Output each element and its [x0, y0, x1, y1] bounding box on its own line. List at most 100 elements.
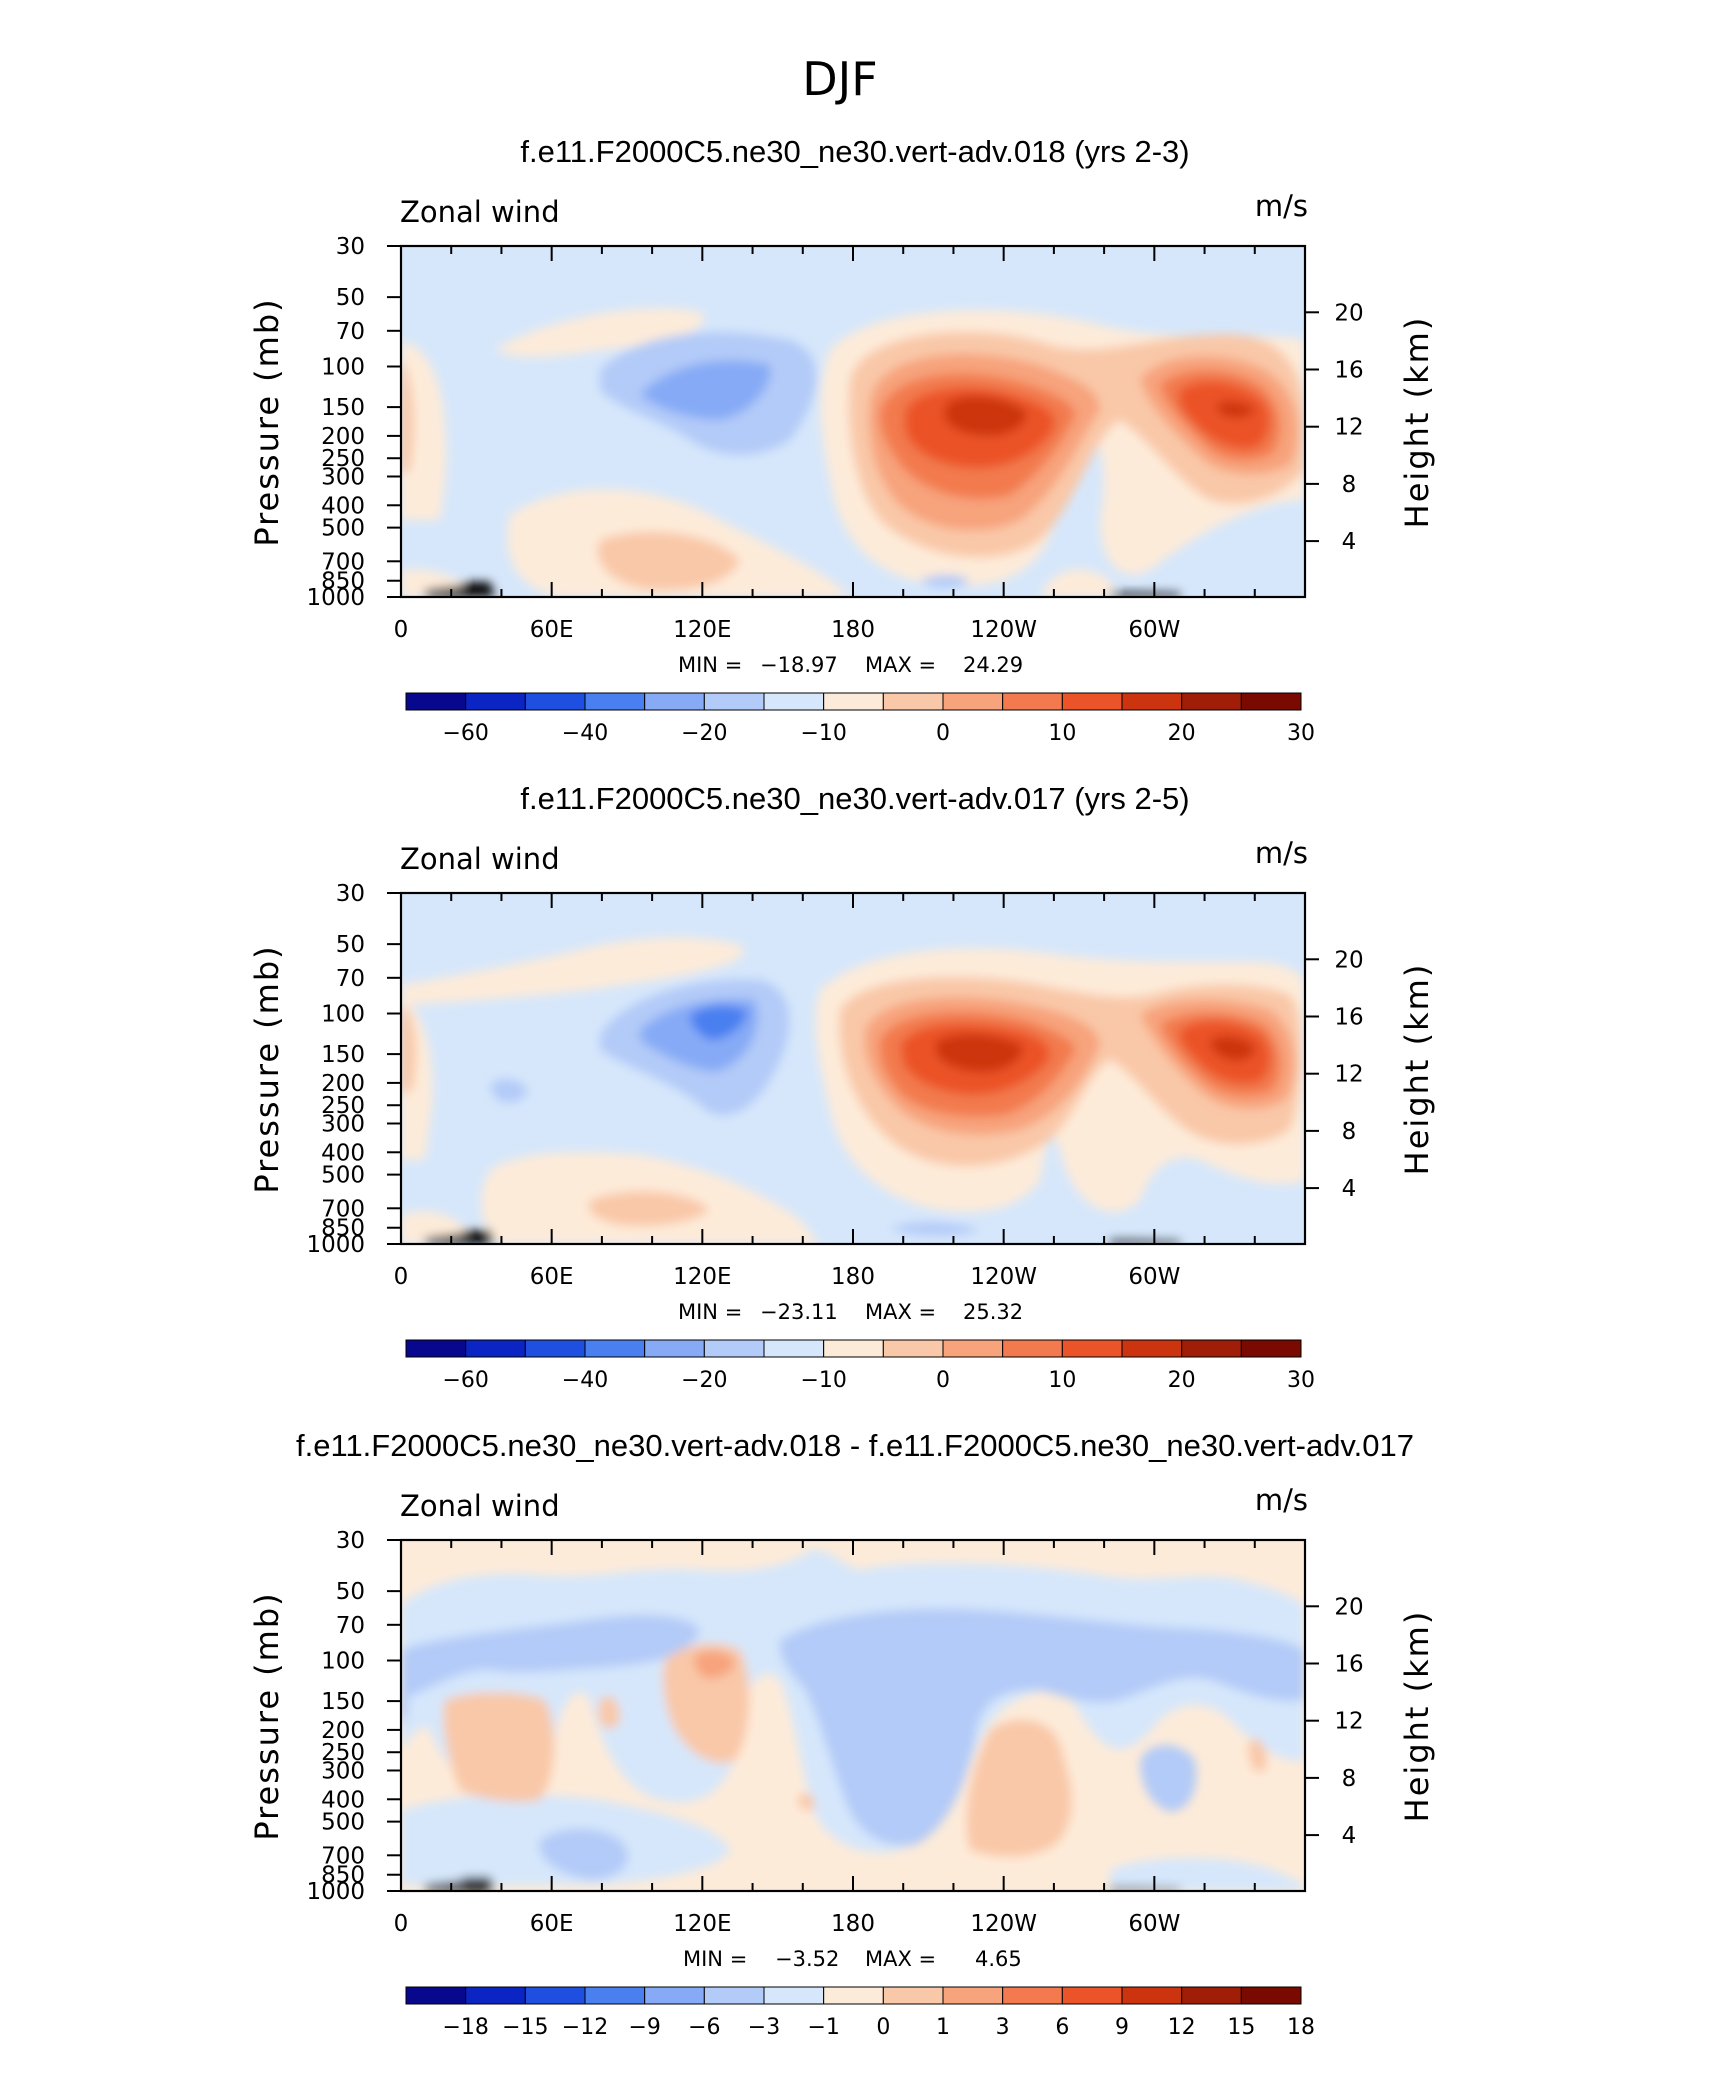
colorbar-box: [405, 1986, 467, 2005]
panel-2-min-label: MIN =: [678, 1300, 742, 1324]
colorbar-label: −20: [681, 1368, 727, 1393]
panel-2-title: f.e11.F2000C5.ne30_ne30.vert-adv.017 (yr…: [520, 781, 1189, 816]
figure-title: DJF: [802, 52, 877, 106]
y-tick-label: 1000: [306, 1232, 365, 1258]
colorbar-box: [584, 1339, 646, 1358]
colorbar-label: −3: [748, 2015, 780, 2040]
colorbar-box: [644, 1339, 705, 1358]
y-tick-label: 850: [321, 569, 365, 595]
colorbar-label: −10: [800, 721, 846, 746]
colorbar-label: 6: [1055, 2015, 1069, 2040]
panel-1-title: f.e11.F2000C5.ne30_ne30.vert-adv.018 (yr…: [520, 134, 1189, 169]
colorbar-label: −15: [502, 2015, 548, 2040]
panel-2-min-value: −23.11: [760, 1300, 838, 1324]
y2-tick-label: 20: [1334, 300, 1363, 326]
y-tick-label: 150: [321, 1042, 365, 1068]
colorbar-label: 9: [1115, 2015, 1129, 2040]
y-tick-label: 700: [321, 549, 365, 575]
y-tick-label: 70: [336, 966, 365, 992]
colorbar-box: [882, 1339, 944, 1358]
y-tick-label: 250: [321, 1740, 365, 1766]
colorbar-box: [703, 1339, 765, 1358]
panel-1-units: m/s: [1255, 189, 1308, 223]
panel-1-max-value: 24.29: [963, 653, 1023, 677]
colorbar-box: [763, 1339, 825, 1358]
colorbar-label: 18: [1287, 2015, 1315, 2040]
colorbar-box: [1240, 692, 1302, 711]
colorbar-box: [644, 692, 705, 711]
y-tick-label: 70: [336, 1613, 365, 1639]
colorbar-label: −10: [800, 1368, 846, 1393]
colorbar-box: [1240, 1339, 1302, 1358]
y-tick-label: 500: [321, 516, 365, 542]
y-tick-label: 500: [321, 1810, 365, 1836]
colorbar-box: [1002, 1339, 1063, 1358]
y2-tick-label: 4: [1342, 1823, 1357, 1849]
y-tick-label: 150: [321, 1689, 365, 1715]
y-tick-label: 200: [321, 1718, 365, 1744]
colorbar-label: −40: [562, 1368, 608, 1393]
panel-3-y-label: Pressure (mb): [248, 1591, 286, 1840]
y-tick-label: 500: [321, 1163, 365, 1189]
y-tick-label: 250: [321, 1093, 365, 1119]
y-tick-label: 30: [336, 1528, 365, 1554]
panel-3-contour-field: [401, 1540, 1305, 1891]
y-tick-label: 200: [321, 1071, 365, 1097]
y-tick-label: 850: [321, 1216, 365, 1242]
panel-2-max-label: MAX =: [865, 1300, 936, 1324]
colorbar-box: [823, 692, 884, 711]
y-tick-label: 100: [321, 355, 365, 381]
colorbar-box: [1002, 692, 1063, 711]
y2-tick-label: 20: [1334, 947, 1363, 973]
colorbar-label: 20: [1168, 721, 1196, 746]
y2-tick-label: 4: [1342, 1176, 1357, 1202]
colorbar-box: [405, 1339, 467, 1358]
colorbar-label: 0: [936, 721, 950, 746]
x-tick-label: 0: [394, 1911, 409, 1937]
x-tick-label: 180: [831, 1911, 875, 1937]
colorbar-box: [882, 1986, 944, 2005]
panel-1-min-label: MIN =: [678, 653, 742, 677]
x-tick-label: 180: [831, 617, 875, 643]
colorbar-box: [942, 1339, 1004, 1358]
colorbar-box: [942, 692, 1004, 711]
colorbar-box: [1240, 1986, 1302, 2005]
panel-1-colorbar: −60 −40 −20 −10 0 10 20 30: [405, 692, 1315, 746]
colorbar-box: [524, 1339, 586, 1358]
colorbar-box: [524, 1986, 586, 2005]
panel-2-field-label: Zonal wind: [400, 842, 560, 876]
panel-3-colorbar: −18 −15 −12 −9 −6 −3 −1 0 1 3 6 9 12 15 18: [405, 1986, 1315, 2040]
panel-1-field-label: Zonal wind: [400, 195, 560, 229]
colorbar-label: −20: [681, 721, 727, 746]
colorbar-label: −60: [442, 721, 488, 746]
y2-tick-label: 20: [1334, 1594, 1363, 1620]
y2-tick-label: 12: [1334, 1062, 1363, 1088]
y2-tick-label: 8: [1342, 1766, 1357, 1792]
colorbar-label: 15: [1227, 2015, 1255, 2040]
x-tick-label: 120W: [970, 617, 1037, 643]
colorbar-box: [882, 692, 944, 711]
x-tick-label: 60E: [530, 1264, 574, 1290]
panel-2-y2-label: Height (km): [1398, 963, 1436, 1176]
colorbar-box: [942, 1986, 1004, 2005]
panel-3-y2-label: Height (km): [1398, 1610, 1436, 1823]
colorbar-label: −9: [628, 2015, 660, 2040]
x-tick-label: 0: [394, 1264, 409, 1290]
panel-3: f.e11.F2000C5.ne30_ne30.vert-adv.018 - f…: [248, 1428, 1436, 2040]
colorbar-box: [1121, 1339, 1183, 1358]
colorbar-box: [703, 692, 765, 711]
y-tick-label: 700: [321, 1196, 365, 1222]
y-tick-label: 400: [321, 493, 365, 519]
colorbar-label: −6: [688, 2015, 720, 2040]
y-tick-label: 50: [336, 285, 365, 311]
colorbar-box: [1121, 692, 1183, 711]
colorbar-box: [1002, 1986, 1063, 2005]
colorbar-label: −12: [562, 2015, 608, 2040]
colorbar-box: [465, 1986, 526, 2005]
x-tick-label: 60W: [1128, 617, 1180, 643]
x-tick-label: 120E: [673, 1911, 731, 1937]
colorbar-label: 1: [936, 2015, 950, 2040]
y-tick-label: 100: [321, 1002, 365, 1028]
panel-1-y2-label: Height (km): [1398, 316, 1436, 529]
colorbar-box: [405, 692, 467, 711]
